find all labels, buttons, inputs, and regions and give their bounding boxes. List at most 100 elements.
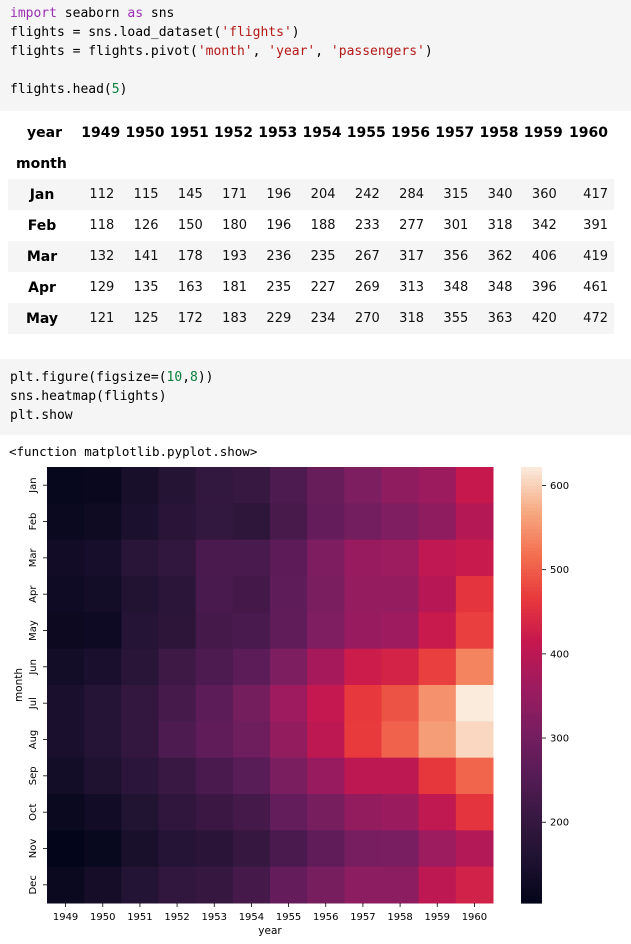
code-text: , bbox=[252, 44, 269, 59]
table-cell: 132 bbox=[89, 249, 115, 264]
heatmap-cell bbox=[381, 648, 420, 686]
colorbar-segment bbox=[521, 888, 542, 893]
code-keyword: import bbox=[10, 6, 57, 21]
dataframe-table: year 1949 1950 1951 1952 1953 1954 1955 … bbox=[8, 117, 614, 334]
table-cell: 348 bbox=[487, 280, 513, 295]
colorbar-segment bbox=[521, 666, 542, 672]
heatmap-cell bbox=[84, 539, 122, 577]
y-tick-label: Dec bbox=[28, 875, 39, 894]
heatmap-cell bbox=[232, 721, 271, 759]
colorbar-segment bbox=[521, 488, 542, 494]
heatmap-cell bbox=[381, 503, 420, 541]
colorbar-segment bbox=[521, 833, 542, 839]
heatmap-cell bbox=[381, 467, 420, 504]
heatmap-cell bbox=[307, 721, 345, 759]
heatmap-cell bbox=[307, 830, 345, 868]
colorbar-segment bbox=[521, 496, 542, 501]
heatmap-cell bbox=[344, 612, 382, 650]
table-row: May 121 125 172 183 229 234 270 318 355 363 420 472 bbox=[8, 303, 614, 334]
table-cell: 318 bbox=[487, 218, 513, 233]
colorbar-segment bbox=[521, 652, 542, 657]
heatmap-cell bbox=[270, 866, 308, 904]
heatmap-cell bbox=[455, 721, 494, 759]
heatmap-cell bbox=[84, 721, 122, 759]
table-cell: 391 bbox=[583, 218, 608, 233]
column-header: 1949 bbox=[81, 124, 121, 141]
heatmap-cell bbox=[232, 503, 271, 541]
x-tick-label: 1956 bbox=[313, 912, 338, 923]
table-cell: 236 bbox=[266, 249, 292, 264]
heatmap-cell bbox=[418, 830, 457, 868]
table-cell: 340 bbox=[487, 187, 513, 202]
colorbar-segment bbox=[521, 546, 542, 552]
colorbar-segment bbox=[521, 790, 542, 795]
colorbar-segment bbox=[521, 601, 542, 606]
heatmap-cell bbox=[84, 467, 122, 504]
colorbar-segment bbox=[521, 645, 542, 650]
code-text: flights = sns.load_dataset( bbox=[10, 25, 222, 40]
code-text: sns bbox=[143, 6, 175, 21]
colorbar-segment bbox=[521, 568, 542, 573]
colorbar-segment bbox=[521, 597, 542, 603]
y-tick-label: Aug bbox=[28, 730, 39, 750]
heatmap-cell bbox=[344, 794, 382, 831]
x-tick-label: 1951 bbox=[127, 912, 152, 923]
heatmap-cell bbox=[344, 757, 382, 795]
table-cell: 313 bbox=[399, 280, 424, 295]
heatmap-cell bbox=[455, 576, 494, 613]
colorbar-segment bbox=[521, 724, 542, 730]
table-cell: 406 bbox=[531, 249, 557, 264]
heatmap-cell bbox=[270, 830, 308, 868]
colorbar-segment bbox=[521, 783, 542, 788]
heatmap-cell bbox=[381, 866, 420, 904]
colorbar-segment bbox=[521, 685, 542, 690]
table-cell: 171 bbox=[222, 187, 247, 202]
colorbar-segment bbox=[521, 881, 542, 886]
colorbar-segment bbox=[521, 594, 542, 599]
y-tick-label: May bbox=[28, 620, 39, 641]
heatmap-cell bbox=[47, 721, 85, 759]
table-cell: 355 bbox=[443, 311, 469, 326]
x-tick-label: 1955 bbox=[276, 912, 301, 923]
heatmap-cell bbox=[307, 576, 345, 613]
code-string: 'passengers' bbox=[330, 44, 425, 59]
colorbar-segment bbox=[521, 474, 542, 479]
colorbar-segment bbox=[521, 619, 542, 624]
heatmap-cell bbox=[418, 757, 457, 795]
heatmap-cell bbox=[47, 830, 85, 868]
table-cell: 235 bbox=[266, 280, 292, 295]
heatmap-cell bbox=[158, 866, 197, 904]
column-header: 1960 bbox=[569, 124, 608, 141]
heatmap-cell bbox=[84, 648, 122, 686]
code-string: 'flights' bbox=[221, 25, 292, 40]
x-tick-label: 1949 bbox=[53, 912, 78, 923]
heatmap-cell bbox=[47, 539, 85, 577]
column-header: 1959 bbox=[523, 124, 563, 141]
colorbar-segment bbox=[521, 779, 542, 784]
heatmap-cell bbox=[121, 866, 159, 904]
code-line: flights.head(5) bbox=[10, 80, 631, 99]
colorbar-segment bbox=[521, 630, 542, 635]
colorbar-segment bbox=[521, 528, 542, 533]
table-cell: 229 bbox=[266, 311, 292, 326]
heatmap-cell bbox=[158, 539, 197, 577]
colorbar-segment bbox=[521, 870, 542, 875]
code-cell-heatmap[interactable]: plt.figure(figsize=(10,8)) sns.heatmap(f… bbox=[0, 359, 631, 435]
table-cell: 150 bbox=[177, 218, 203, 233]
heatmap-cell bbox=[121, 467, 159, 504]
heatmap-cell bbox=[344, 576, 382, 613]
colorbar-segment bbox=[521, 655, 542, 661]
colorbar-segment bbox=[521, 714, 542, 719]
heatmap-cell bbox=[84, 830, 122, 868]
x-tick-label: 1954 bbox=[239, 912, 264, 923]
table-cell: 118 bbox=[89, 218, 115, 233]
colorbar-segment bbox=[521, 470, 542, 475]
heatmap-cell bbox=[270, 503, 308, 541]
colorbar-segment bbox=[521, 899, 542, 904]
heatmap-cell bbox=[195, 685, 234, 722]
table-row: Mar 132 141 178 193 236 235 267 317 356 362 406 419 bbox=[8, 241, 614, 272]
heatmap-cell bbox=[270, 612, 308, 650]
table-cell: 181 bbox=[222, 280, 247, 295]
colorbar-segment bbox=[521, 866, 542, 871]
code-cell-load-data[interactable]: import seaborn as sns flights = sns.load… bbox=[0, 0, 631, 111]
